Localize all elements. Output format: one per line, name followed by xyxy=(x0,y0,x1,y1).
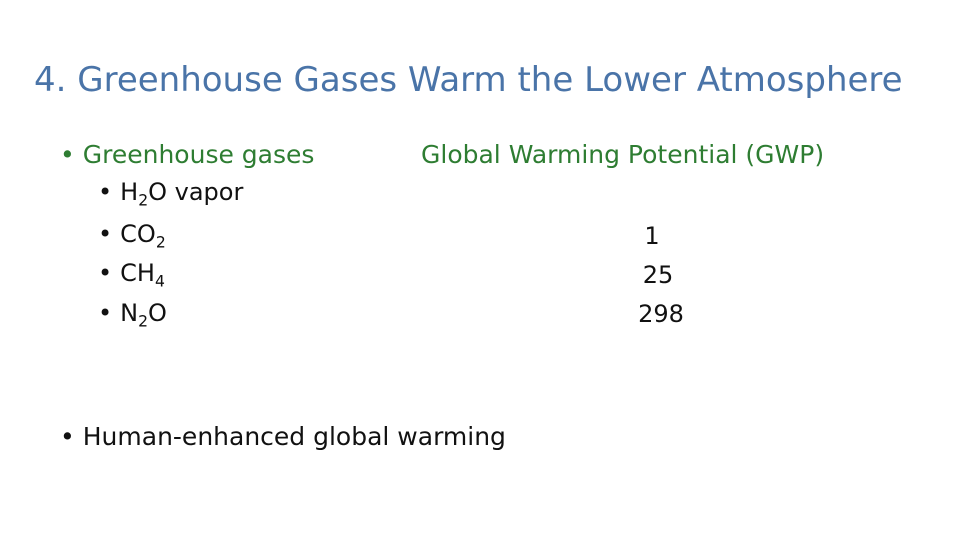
gas-formula-main: N xyxy=(120,299,139,327)
gas-formula-main: CO xyxy=(120,220,156,248)
gas-formula-subscript: 2 xyxy=(155,233,166,252)
gwp-value-n2o: 298 xyxy=(638,300,684,328)
gas-formula-subscript: 2 xyxy=(138,191,149,210)
bullet-dot: • xyxy=(60,422,75,451)
gwp-header: Global Warming Potential (GWP) xyxy=(421,140,825,169)
gas-item-ch4: • CH4 xyxy=(98,259,165,289)
gas-item-n2o: • N2O xyxy=(98,299,167,329)
gas-formula-rest: O vapor xyxy=(148,178,244,206)
gas-formula-main: CH xyxy=(120,259,155,287)
bullet-human-enhanced: • Human-enhanced global warming xyxy=(60,424,506,449)
gas-item-co2: • CO2 xyxy=(98,220,166,250)
human-enhanced-label: Human-enhanced global warming xyxy=(82,422,506,451)
greenhouse-gases-label: Greenhouse gases xyxy=(82,140,315,169)
slide-title: 4. Greenhouse Gases Warm the Lower Atmos… xyxy=(34,60,903,100)
bullet-dot: • xyxy=(98,220,113,248)
bullet-dot: • xyxy=(98,259,113,287)
gas-formula-main: H xyxy=(120,178,139,206)
gwp-value-ch4: 25 xyxy=(642,261,674,289)
bullet-dot: • xyxy=(98,299,113,327)
gas-item-h2o: • H2O vapor xyxy=(98,178,244,208)
bullet-dot: • xyxy=(98,178,113,206)
gas-formula-rest: O xyxy=(148,299,167,327)
bullet-dot: • xyxy=(60,140,75,169)
gas-formula-subscript: 4 xyxy=(154,272,165,291)
gwp-value-co2: 1 xyxy=(644,222,660,250)
bullet-greenhouse-gases: • Greenhouse gases xyxy=(60,142,314,167)
gas-formula-subscript: 2 xyxy=(138,312,149,331)
